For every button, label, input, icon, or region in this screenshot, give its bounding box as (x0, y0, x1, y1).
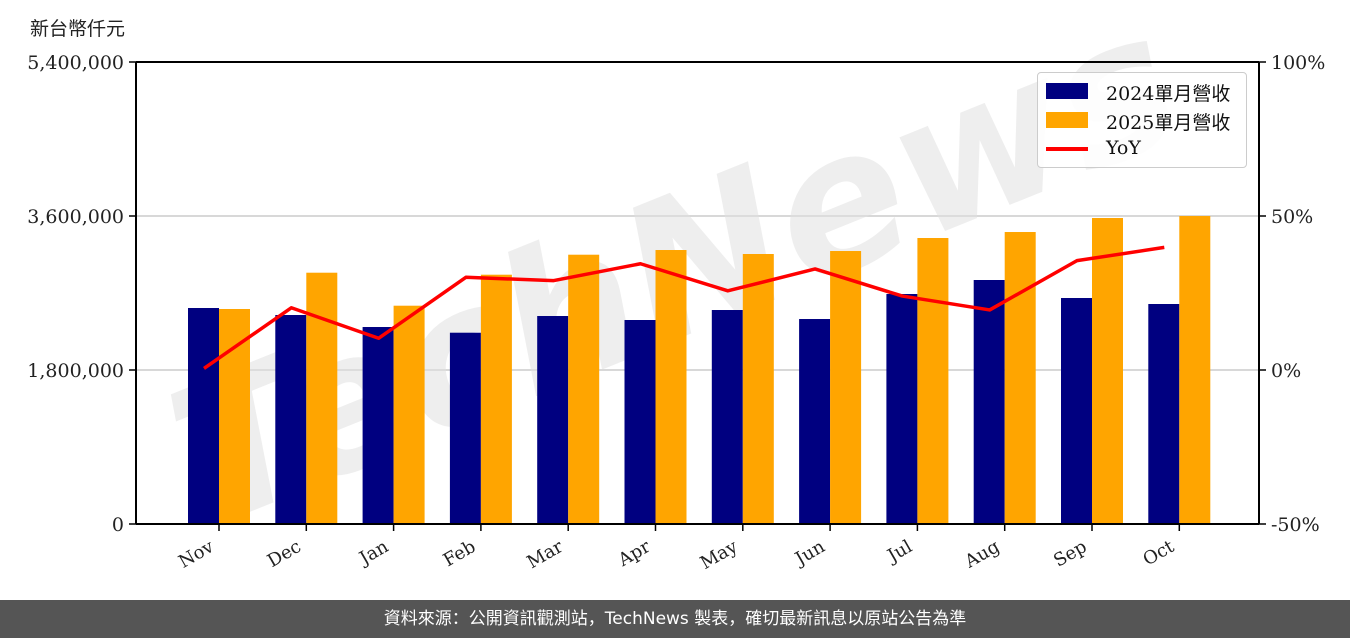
bar-2024-jun (799, 319, 831, 524)
x-tick-label-jun: Jun (790, 536, 829, 571)
revenue-chart: TechNews01,800,0003,600,0005,400,000-50%… (27, 0, 1325, 574)
bar-2024-aug (973, 280, 1005, 524)
y-tick-label: 1,800,000 (27, 360, 124, 382)
legend-swatch-2024 (1046, 83, 1088, 99)
bar-2025-jul (917, 238, 949, 524)
x-tick-label-mar: Mar (523, 536, 567, 573)
x-tick-label-jul: Jul (882, 536, 916, 568)
bar-2025-sep (1092, 218, 1123, 524)
source-footer: 資料來源：公開資訊觀測站，TechNews 製表，確切最新訊息以原站公告為準 (0, 600, 1350, 638)
bar-2024-oct (1148, 304, 1180, 524)
bar-2025-apr (655, 250, 687, 524)
bar-2025-nov (219, 308, 250, 524)
bar-2024-feb (449, 332, 481, 524)
y-tick-label: 5,400,000 (27, 52, 124, 74)
bar-2024-nov (188, 308, 219, 524)
bar-2024-mar (537, 316, 569, 524)
legend-item-2025: 2025單月營收 (1038, 108, 1246, 134)
yoy-line (203, 245, 1165, 370)
x-tick-label-jan: Jan (354, 536, 392, 570)
bar-2024-jul (886, 294, 918, 524)
legend-line-yoy (1046, 147, 1088, 151)
y-axis-unit-label: 新台幣仟元 (30, 18, 126, 40)
x-tick-label-oct: Oct (1140, 536, 1179, 571)
bar-2025-jun (830, 251, 862, 524)
y2-tick-label: 50% (1271, 206, 1313, 228)
y2-tick-label: 0% (1271, 360, 1301, 382)
bar-2025-jan (393, 305, 425, 524)
chart-legend: 2024單月營收 2025單月營收 YoY (1037, 72, 1247, 168)
bar-2025-feb (480, 274, 512, 524)
x-tick-label-may: May (697, 536, 742, 574)
legend-label-yoy: YoY (1106, 137, 1141, 159)
legend-swatch-2025 (1046, 112, 1088, 128)
bar-2024-may (711, 310, 743, 524)
y2-tick-label: -50% (1271, 514, 1320, 536)
legend-item-2024: 2024單月營收 (1038, 79, 1246, 105)
legend-item-yoy: YoY (1038, 137, 1246, 161)
bar-2025-may (742, 254, 774, 524)
x-tick-label-sep: Sep (1050, 536, 1090, 571)
legend-label-2025: 2025單月營收 (1106, 112, 1231, 134)
bar-2024-sep (1061, 298, 1092, 524)
bar-2025-aug (1004, 232, 1036, 524)
y-tick-label: 0 (112, 514, 124, 536)
bar-2025-dec (306, 272, 338, 524)
bar-2024-dec (275, 315, 307, 524)
x-tick-label-apr: Apr (614, 536, 654, 571)
bar-2024-apr (624, 320, 656, 524)
bar-2024-jan (362, 327, 394, 524)
x-tick-label-aug: Aug (961, 536, 1004, 573)
x-tick-label-feb: Feb (440, 536, 480, 571)
bar-2025-mar (568, 254, 600, 525)
y2-tick-label: 100% (1271, 52, 1325, 74)
x-tick-label-nov: Nov (175, 536, 218, 573)
bar-2025-oct (1179, 216, 1211, 525)
y-tick-label: 3,600,000 (27, 206, 124, 228)
legend-label-2024: 2024單月營收 (1106, 83, 1231, 105)
